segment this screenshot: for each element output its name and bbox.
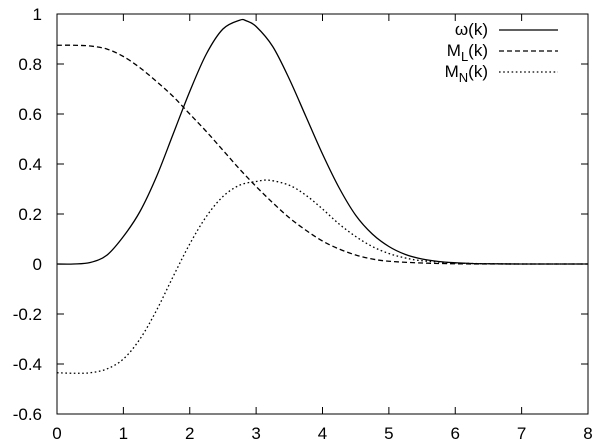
x-tick-label: 2: [185, 424, 194, 443]
legend: ω(k)ML(k)MN(k): [445, 20, 558, 85]
series-line-mn: [56, 179, 589, 374]
x-tick-label: 8: [583, 424, 592, 443]
y-tick-label: 0.6: [18, 105, 42, 124]
axes: 0 1 2 3 4 5 6 7 8 -0.6 -0.4 -0.2 0 0.2 0.4 0.6 0.8 1: [13, 5, 593, 443]
legend-label-tail: (k): [468, 62, 488, 81]
x-tick-label: 0: [52, 424, 61, 443]
plot-frame: [56, 13, 589, 415]
y-tick-label: -0.6: [13, 405, 42, 424]
legend-label-mn: MN(k): [445, 62, 488, 85]
legend-label-main: ω: [455, 20, 468, 39]
legend-label-tail: (k): [468, 20, 488, 39]
series-line-omega: [56, 18, 588, 265]
y-tick-label: -0.4: [13, 355, 42, 374]
legend-label-omega: ω(k): [455, 20, 488, 39]
y-tick-label: 0.8: [18, 55, 42, 74]
series-line-ml: [56, 44, 588, 265]
y-tick-label: 0: [33, 255, 42, 274]
legend-label-subscript: L: [461, 49, 468, 64]
legend-label-subscript: N: [459, 70, 468, 85]
x-tick-label: 4: [318, 424, 327, 443]
legend-label-ml: ML(k): [447, 41, 488, 64]
y-tick-label: 0.2: [18, 205, 42, 224]
y-tick-label: 0.4: [18, 155, 42, 174]
x-tick-label: 6: [451, 424, 460, 443]
y-tick-label: 1: [33, 5, 42, 24]
x-tick-label: 3: [251, 424, 260, 443]
x-tick-label: 7: [517, 424, 526, 443]
series-layer: [56, 18, 589, 374]
legend-label-main: M: [447, 41, 461, 60]
y-tick-label: -0.2: [13, 305, 42, 324]
x-tick-label: 1: [119, 424, 128, 443]
legend-label-main: M: [445, 62, 459, 81]
x-tick-label: 5: [384, 424, 393, 443]
legend-label-tail: (k): [468, 41, 488, 60]
